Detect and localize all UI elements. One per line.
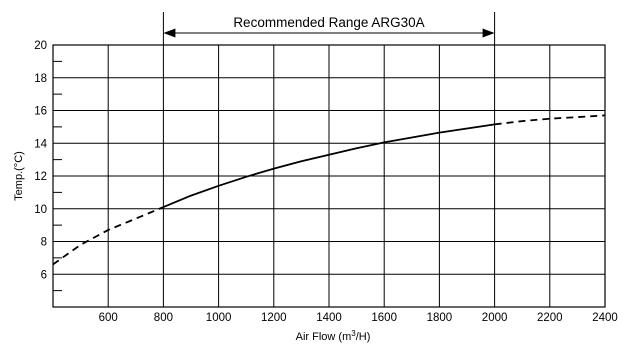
x-tick-label: 600	[99, 312, 118, 324]
y-axis-label: Temp.(°C)	[13, 151, 25, 201]
y-tick-label: 16	[34, 106, 47, 118]
x-axis-label-tail: /H)	[356, 331, 371, 343]
y-tick-label: 6	[41, 269, 47, 281]
range-label: Recommended Range ARG30A	[233, 15, 424, 30]
y-tick-label: 12	[34, 171, 47, 183]
x-tick-label: 2200	[537, 312, 563, 324]
minor-ticks	[53, 60, 62, 292]
curve-dashed-left	[52, 206, 164, 266]
curve-solid	[163, 123, 495, 208]
curve-dashed-right	[494, 114, 606, 126]
y-tick-label: 20	[34, 40, 47, 52]
x-tick-label: 800	[154, 312, 173, 324]
range-arrow-left-head	[163, 28, 176, 38]
grid	[53, 45, 605, 307]
range-arrow-right-head	[482, 28, 495, 38]
y-tick-labels: 6 8 10 12 14 16 18 20	[34, 40, 47, 281]
x-tick-label: 2400	[592, 312, 618, 324]
x-axis-label: Air Flow (m3/H)	[296, 329, 371, 343]
series-curve	[52, 114, 606, 266]
x-tick-label: 1200	[261, 312, 287, 324]
x-tick-label: 1600	[371, 312, 397, 324]
y-tick-label: 10	[34, 204, 47, 216]
recommended-range-annotation: Recommended Range ARG30A	[162, 12, 496, 45]
y-tick-label: 8	[41, 237, 47, 249]
x-tick-label: 1400	[316, 312, 342, 324]
x-tick-label: 2000	[482, 312, 508, 324]
plot-frame	[52, 44, 606, 308]
x-axis-label-main: Air Flow (m	[296, 331, 352, 343]
x-tick-label: 1000	[206, 312, 232, 324]
y-tick-label: 18	[34, 73, 47, 85]
x-axis-label-superscript: 3	[351, 329, 356, 338]
y-tick-label: 14	[34, 138, 47, 150]
x-tick-label: 1800	[427, 312, 453, 324]
x-tick-labels: 600 800 1000 1200 1400 1600 1800 2000 2200 2400	[99, 312, 618, 324]
